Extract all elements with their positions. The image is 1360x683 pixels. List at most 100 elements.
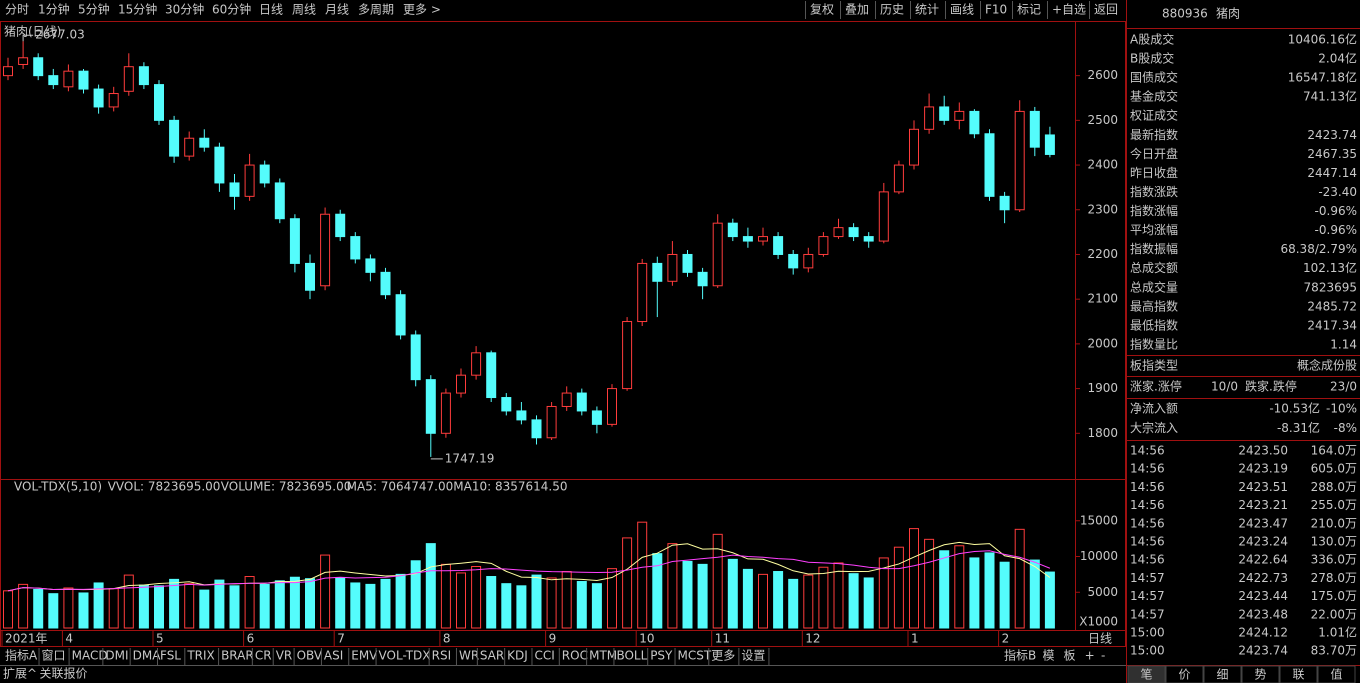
- indicator-tab[interactable]: VOL-TDX: [379, 649, 431, 663]
- indicator-tab[interactable]: 指标A: [5, 648, 38, 663]
- indicator-tab[interactable]: MACD: [72, 649, 108, 663]
- quote-label: A股成交: [1130, 32, 1174, 47]
- period-tab[interactable]: 更多 >: [403, 3, 441, 17]
- period-tab[interactable]: 日线: [259, 3, 283, 17]
- indicator-tab[interactable]: 指标B: [1004, 648, 1036, 663]
- volume-header: MA10: 8357614.50: [453, 480, 567, 494]
- period-tab[interactable]: 多周期: [358, 3, 394, 17]
- period-tab[interactable]: 周线: [292, 3, 316, 17]
- low-label: 1747.19: [445, 451, 495, 465]
- indicator-tab[interactable]: 模: [1043, 649, 1055, 663]
- panel-tab[interactable]: 价: [1178, 668, 1190, 682]
- indicator-tab[interactable]: CR: [255, 649, 272, 663]
- period-tab[interactable]: 月线: [325, 3, 349, 17]
- period-tab[interactable]: 60分钟: [212, 2, 251, 17]
- candle-body: [93, 88, 104, 108]
- volume-bar: [48, 593, 59, 629]
- panel-tab-bg: [1279, 665, 1318, 683]
- candle-body: [516, 410, 527, 421]
- period-tab[interactable]: 1分钟: [38, 2, 70, 17]
- indicator-tab[interactable]: DMI: [105, 649, 128, 663]
- candle-body: [123, 66, 134, 92]
- candle-body: [833, 227, 844, 238]
- toolbar-button[interactable]: 统计: [915, 3, 939, 17]
- candle-body: [622, 321, 633, 390]
- trade-price: 2423.44: [1238, 589, 1288, 603]
- indicator-tab[interactable]: BOLL: [616, 649, 647, 663]
- toolbar-button[interactable]: F10: [985, 3, 1007, 17]
- indicator-tab[interactable]: 更多: [711, 649, 735, 663]
- candle-body: [365, 258, 376, 273]
- indicator-tab[interactable]: BRAR: [221, 649, 254, 663]
- period-tab[interactable]: 分时: [5, 3, 29, 17]
- period-tab[interactable]: 5分钟: [78, 2, 110, 17]
- x-tick-label: 8: [443, 632, 451, 646]
- candle-body: [63, 70, 74, 88]
- indicator-tab[interactable]: RSI: [432, 649, 452, 663]
- x-tick-label: 12: [805, 632, 820, 646]
- indicator-tab[interactable]: 板: [1064, 649, 1076, 663]
- indicator-tab[interactable]: EMV: [351, 649, 378, 663]
- indicator-tab[interactable]: ASI: [324, 649, 343, 663]
- indicator-tab[interactable]: +: [1085, 649, 1095, 663]
- indicator-tab[interactable]: PSY: [650, 649, 673, 663]
- volume-tick-label: 10000: [1080, 549, 1118, 563]
- quote-value: 10406.16亿: [1288, 32, 1357, 47]
- indicator-tab[interactable]: MCST: [678, 649, 712, 663]
- indicator-tab[interactable]: SAR: [480, 649, 504, 663]
- panel-tab[interactable]: 值: [1330, 667, 1342, 682]
- indicator-tab[interactable]: TRIX: [186, 649, 214, 663]
- extension-tab[interactable]: 关联报价: [40, 666, 88, 681]
- indicator-tab[interactable]: MTM: [589, 649, 617, 663]
- toolbar-button[interactable]: 画线: [950, 3, 974, 17]
- volume-bar: [954, 545, 965, 629]
- indicator-tab[interactable]: 窗口: [42, 649, 66, 663]
- indicator-tab[interactable]: ROC: [562, 649, 588, 663]
- candle-body: [803, 253, 814, 269]
- indicator-tab[interactable]: 设置: [741, 649, 765, 663]
- volume-bar: [501, 583, 512, 629]
- toolbar-button[interactable]: 标记: [1017, 3, 1041, 17]
- candle-body: [939, 106, 950, 121]
- indicator-tab[interactable]: WR: [459, 649, 479, 663]
- toolbar-button[interactable]: 历史: [880, 3, 904, 17]
- indicator-tab[interactable]: CCI: [534, 649, 554, 663]
- panel-tab[interactable]: 联: [1292, 668, 1304, 682]
- volume-bar: [456, 572, 466, 629]
- quote-label: 今日开盘: [1130, 146, 1178, 161]
- toolbar-button[interactable]: 返回: [1094, 3, 1118, 17]
- volume-bar: [259, 583, 270, 629]
- indicator-tab[interactable]: FSL: [160, 649, 181, 663]
- candle-body: [289, 218, 300, 264]
- candle-body: [501, 397, 512, 412]
- toolbar-button[interactable]: 叠加: [845, 3, 869, 17]
- y-tick-label: 1800: [1087, 426, 1118, 440]
- y-tick-label: 2100: [1087, 292, 1118, 306]
- stock-name: 猪肉: [1216, 7, 1240, 21]
- period-tab[interactable]: 30分钟: [165, 2, 204, 17]
- candle-body: [440, 392, 451, 434]
- indicator-tab[interactable]: OBV: [297, 649, 323, 663]
- indicator-tab[interactable]: VR: [276, 649, 293, 663]
- candle-body: [274, 182, 285, 220]
- candle-body: [305, 262, 315, 291]
- candle-body: [320, 213, 331, 287]
- candle-body: [229, 182, 240, 197]
- toolbar-button[interactable]: 复权: [810, 3, 834, 17]
- toolbar-button[interactable]: +自选: [1052, 3, 1086, 17]
- panel-tab[interactable]: 势: [1254, 668, 1266, 682]
- trade-price: 2424.12: [1238, 626, 1288, 640]
- indicator-tab[interactable]: -: [1101, 649, 1105, 663]
- extension-tab[interactable]: 扩展^: [3, 667, 37, 681]
- indicator-tab[interactable]: KDJ: [507, 649, 528, 663]
- quote-value: -23.40: [1318, 185, 1357, 199]
- volume-unit: X1000: [1079, 615, 1118, 629]
- indicator-tab[interactable]: DMA: [133, 649, 162, 663]
- trade-price: 2423.48: [1238, 607, 1288, 621]
- candle-body: [758, 236, 768, 242]
- period-tab[interactable]: 15分钟: [118, 2, 157, 17]
- quote-value: 2423.74: [1307, 128, 1357, 142]
- panel-tab[interactable]: 笔: [1140, 667, 1152, 682]
- volume-tick-label: 5000: [1087, 585, 1118, 599]
- panel-tab[interactable]: 细: [1216, 668, 1228, 682]
